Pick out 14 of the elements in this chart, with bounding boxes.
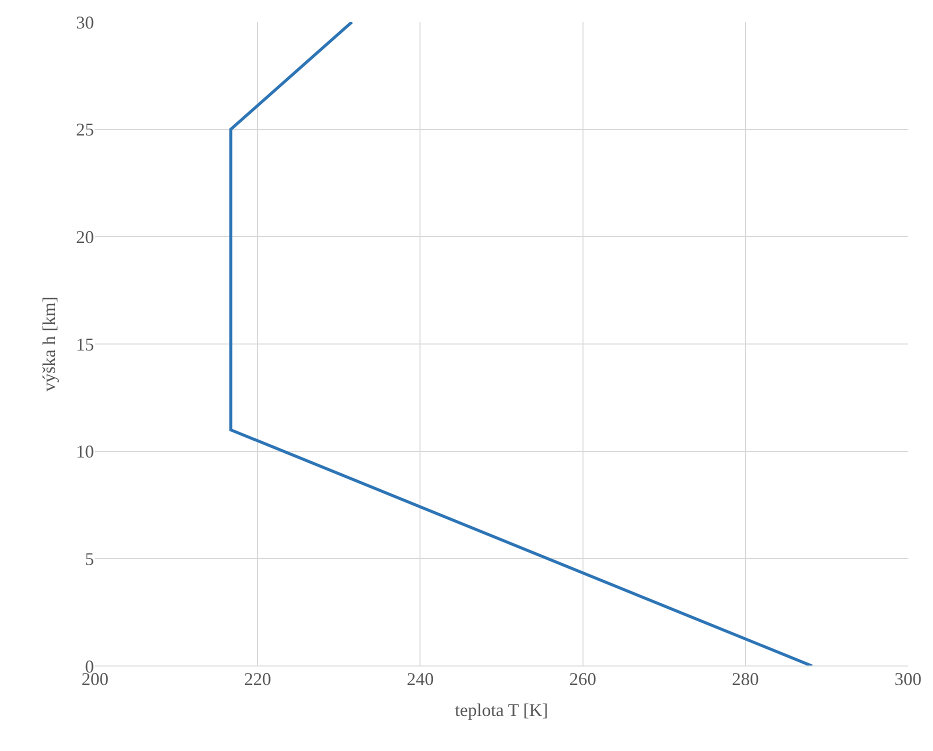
x-tick-label: 220 [244, 669, 272, 689]
x-axis-title: teplota T [K] [454, 700, 548, 720]
y-tick-label: 20 [76, 226, 94, 247]
x-tick-label: 260 [569, 669, 596, 689]
y-tick-label: 5 [85, 548, 94, 569]
y-tick-label: 30 [76, 12, 94, 32]
x-tick-label: 300 [894, 669, 922, 689]
y-tick-label: 10 [76, 442, 94, 462]
y-tick-label: 15 [76, 334, 94, 354]
x-tick-label: 280 [732, 669, 759, 689]
x-tick-label: 240 [406, 669, 434, 689]
y-tick-label: 25 [76, 120, 94, 140]
y-axis-title: výška h [km] [39, 296, 60, 392]
line-series [229, 22, 814, 666]
